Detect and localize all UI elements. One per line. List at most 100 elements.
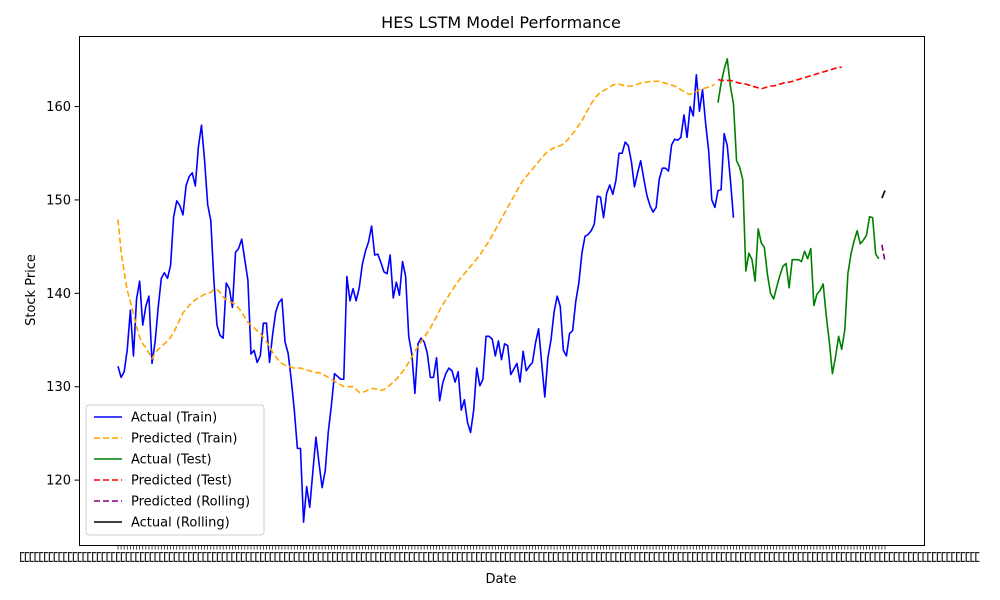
x-tick-label-glyph <box>893 552 898 554</box>
x-tick-label-glyph <box>135 552 140 554</box>
x-tick-label-glyph <box>125 560 130 562</box>
x-tick-label-glyph <box>399 552 401 562</box>
x-tick-label-glyph <box>384 552 389 554</box>
x-tick-label-glyph <box>159 552 161 562</box>
x-tick-label-glyph <box>178 552 183 554</box>
x-tick-label-glyph <box>768 560 773 562</box>
x-tick-label-glyph <box>365 552 370 554</box>
x-tick-label-glyph <box>365 552 367 562</box>
x-tick-label-glyph <box>807 552 812 554</box>
x-tick-labels-band <box>18 551 980 563</box>
x-tick-label-glyph <box>581 560 586 562</box>
x-tick-label-glyph <box>144 552 146 562</box>
x-tick-label-glyph <box>245 552 247 562</box>
x-tick-label-glyph <box>903 560 908 562</box>
legend-frame <box>85 404 265 536</box>
x-tick-label-glyph <box>735 552 737 562</box>
x-tick-label-glyph <box>970 552 972 562</box>
x-tick-label-glyph <box>658 552 660 562</box>
x-tick-label-glyph <box>692 552 694 562</box>
x-tick-label-glyph <box>874 552 879 554</box>
x-tick-label-glyph <box>663 552 668 554</box>
x-tick-label-glyph <box>236 560 241 562</box>
x-tick-label-glyph <box>677 552 682 554</box>
x-tick-label-glyph <box>236 552 238 562</box>
x-tick-label-glyph <box>519 560 524 562</box>
x-tick-label-glyph <box>836 552 841 554</box>
x-tick-label-glyph <box>946 560 951 562</box>
x-tick-label-glyph <box>188 552 193 554</box>
x-tick-label-glyph <box>212 560 217 562</box>
x-tick-label-glyph <box>783 552 788 554</box>
x-tick-label-glyph <box>514 560 519 562</box>
x-tick-label-glyph <box>24 552 29 554</box>
x-tick-label-glyph <box>418 552 423 554</box>
x-tick-label-glyph <box>869 552 874 554</box>
x-tick-label-glyph <box>509 560 514 562</box>
x-tick-label-glyph <box>620 552 625 554</box>
x-tick-label-glyph <box>231 560 236 562</box>
x-tick-label-glyph <box>668 552 670 562</box>
x-tick-label-glyph <box>164 552 166 562</box>
x-tick-label-glyph <box>572 552 574 562</box>
series-line-5 <box>881 190 886 199</box>
x-tick-label-glyph <box>600 552 602 562</box>
y-tick-label-2: 140 <box>46 287 71 302</box>
x-tick-label-glyph <box>605 560 610 562</box>
x-tick-label-glyph <box>951 560 956 562</box>
x-tick-label-glyph <box>744 552 749 554</box>
x-tick-label-glyph <box>567 552 572 554</box>
legend-label-5: Actual (Rolling) <box>131 516 230 531</box>
x-tick-label-glyph <box>24 560 29 562</box>
x-tick-label-glyph <box>927 552 932 554</box>
x-tick-label-glyph <box>20 552 25 554</box>
x-tick-label-glyph <box>908 560 913 562</box>
x-tick-label-glyph <box>696 552 698 562</box>
x-tick-label-glyph <box>87 552 92 554</box>
x-tick-label-glyph <box>524 552 529 554</box>
x-tick-label-glyph <box>346 552 348 562</box>
x-tick-label-glyph <box>260 552 265 554</box>
x-tick-label-glyph <box>850 552 852 562</box>
x-tick-label-glyph <box>620 560 625 562</box>
x-tick-label-glyph <box>735 560 740 562</box>
x-tick-label-glyph <box>965 552 970 554</box>
y-tick-label-3: 150 <box>46 193 71 208</box>
x-tick-label-glyph <box>140 552 145 554</box>
x-tick-label-glyph <box>927 552 929 562</box>
x-tick-label-glyph <box>279 552 284 554</box>
x-tick-label-glyph <box>860 552 865 554</box>
x-tick-label-glyph <box>754 552 756 562</box>
x-tick-label-glyph <box>452 552 457 554</box>
x-tick-label-glyph <box>725 552 730 554</box>
x-tick-label-glyph <box>644 552 646 562</box>
x-tick-label-glyph <box>250 560 255 562</box>
x-tick-label-glyph <box>898 552 903 554</box>
x-tick-label-glyph <box>336 552 341 554</box>
x-tick-label-glyph <box>168 552 170 562</box>
x-tick-label-glyph <box>101 560 106 562</box>
x-tick-label-glyph <box>663 552 665 562</box>
x-tick-label-glyph <box>332 552 334 562</box>
x-tick-label-glyph <box>548 560 553 562</box>
x-tick-label-glyph <box>485 560 490 562</box>
x-tick-label-glyph <box>596 552 598 562</box>
x-tick-label-glyph <box>255 552 257 562</box>
x-tick-label-glyph <box>380 552 385 554</box>
x-tick-label-glyph <box>845 560 850 562</box>
x-tick-label-glyph <box>404 552 406 562</box>
x-tick-label-glyph <box>370 552 372 562</box>
x-tick-label-glyph <box>260 552 262 562</box>
x-tick-label-glyph <box>485 552 487 562</box>
x-tick-label-glyph <box>749 552 751 562</box>
x-tick-label-glyph <box>183 552 185 562</box>
x-tick-label-glyph <box>576 552 578 562</box>
x-tick-label-glyph <box>485 552 490 554</box>
x-tick-label-glyph <box>264 552 269 554</box>
x-tick-labels-overlap <box>20 552 980 562</box>
x-tick-label-glyph <box>879 552 884 554</box>
legend: Actual (Train) Predicted (Train) Actual (T… <box>85 404 265 536</box>
x-tick-label-glyph <box>192 560 197 562</box>
x-tick-label-glyph <box>644 552 649 554</box>
legend-label-4: Predicted (Rolling) <box>131 495 250 510</box>
